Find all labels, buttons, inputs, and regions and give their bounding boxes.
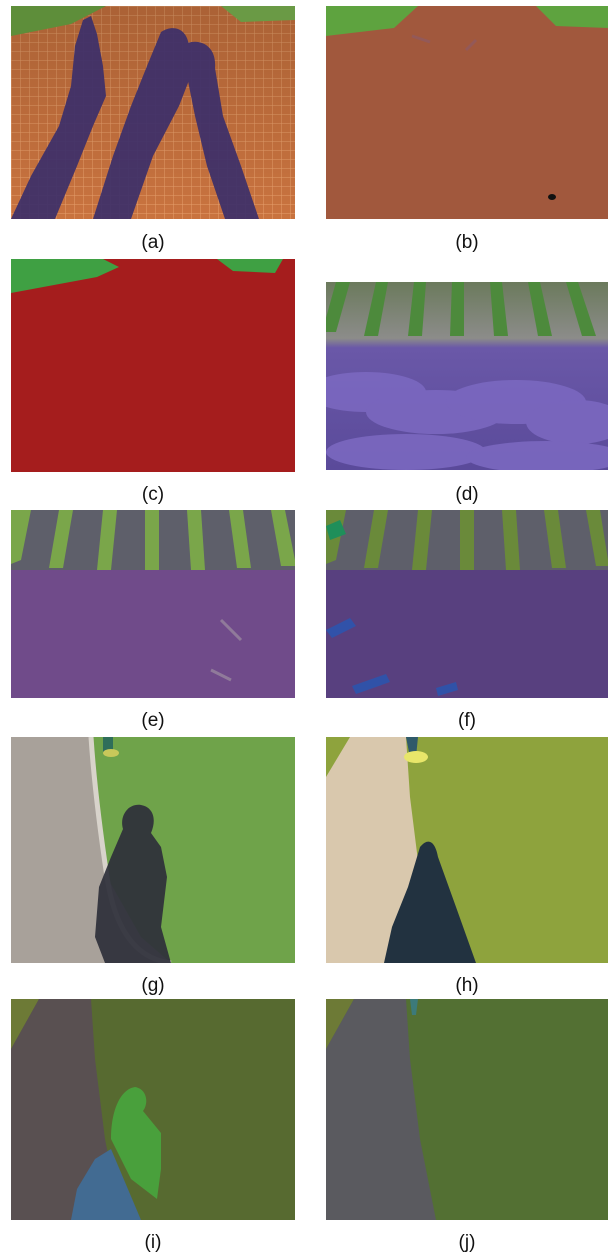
panel-e-image [11,510,295,698]
panel-g-image [11,737,295,963]
panel-a-caption: (a) [141,232,165,253]
panel-b-caption: (b) [455,232,479,253]
panel-j-image [326,999,608,1220]
panel-i-image [11,999,295,1220]
panel-j-caption: (j) [458,1232,476,1253]
panel-i-caption: (i) [144,1232,162,1253]
panel-h-caption: (h) [455,975,479,996]
panel-b-image [326,6,608,219]
panel-d-caption: (d) [455,484,479,505]
panel-c-image [11,259,295,472]
panel-h-image [326,737,608,963]
panel-f-caption: (f) [458,710,476,731]
panel-f-image [326,510,608,698]
panel-c-caption: (c) [141,484,165,505]
panel-g-caption: (g) [141,975,165,996]
panel-e-caption: (e) [141,710,165,731]
panel-a-image [11,6,295,219]
panel-d-image [326,282,608,470]
